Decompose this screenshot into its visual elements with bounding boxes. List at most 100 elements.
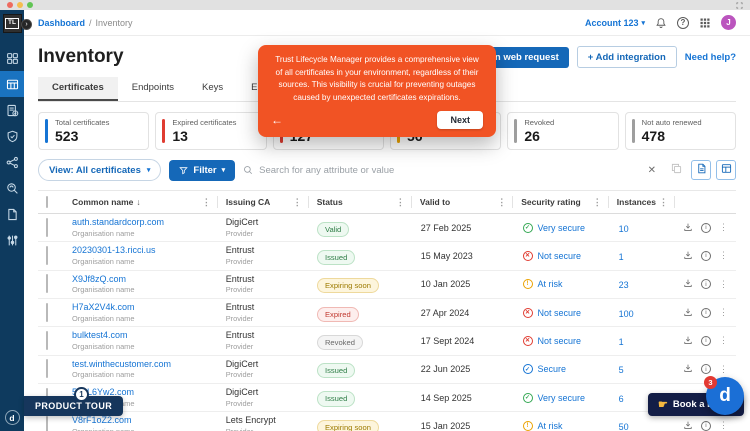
- kebab-icon[interactable]: ⋮: [658, 196, 668, 207]
- sidebar-item-documents[interactable]: [0, 201, 24, 227]
- instances-link[interactable]: 50: [618, 421, 629, 431]
- kebab-icon[interactable]: ⋮: [201, 196, 211, 207]
- row-checkbox[interactable]: [46, 217, 48, 237]
- row-checkbox[interactable]: [46, 245, 48, 265]
- instances-link[interactable]: 6: [618, 393, 624, 404]
- common-name-link[interactable]: 20230301-13.ricci.us: [72, 245, 156, 256]
- export-document-icon-button[interactable]: [691, 160, 711, 180]
- info-icon[interactable]: i: [701, 250, 711, 261]
- column-header-security-rating[interactable]: Security rating ⋮: [512, 196, 608, 208]
- kebab-icon[interactable]: ⋮: [395, 196, 405, 207]
- security-rating-link[interactable]: Very secure: [537, 222, 586, 233]
- common-name-link[interactable]: V8rF1oZ2.com: [72, 415, 132, 426]
- sidebar-item-certificates-report[interactable]: [0, 97, 24, 123]
- common-name-link[interactable]: bulktest4.com: [72, 330, 128, 341]
- apps-grid-icon[interactable]: [699, 17, 711, 29]
- common-name-link[interactable]: test.winthecustomer.com: [72, 358, 172, 369]
- row-checkbox[interactable]: [46, 359, 48, 379]
- back-arrow-icon[interactable]: ←: [271, 112, 283, 127]
- column-header-instances[interactable]: Instances ⋮: [607, 196, 674, 208]
- security-rating-link[interactable]: Not secure: [537, 335, 582, 346]
- instances-link[interactable]: 1: [618, 336, 624, 347]
- download-icon[interactable]: [683, 360, 693, 378]
- stat-card[interactable]: Not auto renewed 478: [624, 112, 736, 150]
- minimize-window-button[interactable]: [17, 2, 23, 8]
- sidebar-item-security[interactable]: [0, 123, 24, 149]
- sidebar-item-inventory[interactable]: [0, 71, 24, 97]
- need-help-link[interactable]: Need help?: [684, 51, 736, 63]
- kebab-icon[interactable]: ⋮: [497, 196, 507, 207]
- stat-card[interactable]: Expired certificates 13: [155, 112, 267, 150]
- security-rating-link[interactable]: Not secure: [537, 250, 582, 261]
- column-header-issuing-ca[interactable]: Issuing CA ⋮: [216, 196, 308, 208]
- kebab-icon[interactable]: ⋮: [592, 196, 602, 207]
- avatar[interactable]: J: [721, 15, 736, 30]
- copy-icon-button[interactable]: [666, 160, 686, 180]
- help-icon[interactable]: ?: [677, 16, 689, 29]
- close-icon[interactable]: ✕: [647, 164, 656, 176]
- row-checkbox[interactable]: [46, 302, 48, 322]
- select-all-checkbox[interactable]: [46, 196, 48, 208]
- breadcrumb-dashboard-link[interactable]: Dashboard: [38, 17, 86, 28]
- filter-button[interactable]: Filter ▾: [169, 159, 236, 181]
- row-checkbox[interactable]: [46, 274, 48, 294]
- tour-next-button[interactable]: Next: [437, 110, 483, 129]
- stat-card[interactable]: Revoked 26: [507, 112, 619, 150]
- kebab-icon[interactable]: ⋮: [292, 196, 302, 207]
- column-header-status[interactable]: Status ⋮: [307, 196, 411, 208]
- common-name-link[interactable]: H7aX2V4k.com: [72, 301, 135, 312]
- common-name-link[interactable]: X9Jf8zQ.com: [72, 273, 127, 284]
- row-checkbox[interactable]: [46, 330, 48, 350]
- close-window-button[interactable]: [7, 2, 13, 8]
- expand-icon[interactable]: [736, 2, 743, 9]
- instances-link[interactable]: 23: [618, 280, 629, 291]
- bell-icon[interactable]: [655, 17, 667, 29]
- view-select-button[interactable]: View: All certificates ▾: [38, 159, 162, 181]
- app-logo[interactable]: TL: [2, 14, 22, 33]
- row-checkbox[interactable]: [46, 415, 48, 431]
- account-dropdown[interactable]: Account 123 ▾: [585, 18, 645, 28]
- sidebar-item-connections[interactable]: [0, 149, 24, 175]
- zoom-window-button[interactable]: [27, 2, 33, 8]
- tab-keys[interactable]: Keys: [202, 82, 224, 93]
- common-name-link[interactable]: auth.standardcorp.com: [72, 217, 165, 227]
- instances-link[interactable]: 100: [618, 308, 634, 319]
- security-rating-link[interactable]: Very secure: [537, 392, 586, 403]
- info-icon[interactable]: i: [701, 307, 711, 318]
- download-icon[interactable]: [683, 275, 693, 293]
- download-icon[interactable]: [683, 417, 693, 431]
- download-icon[interactable]: [683, 247, 693, 265]
- info-icon[interactable]: i: [701, 420, 711, 431]
- sidebar-item-discovery[interactable]: [0, 175, 24, 201]
- download-icon[interactable]: [683, 219, 693, 237]
- security-rating-link[interactable]: At risk: [537, 279, 563, 290]
- table-view-icon-button[interactable]: [716, 160, 736, 180]
- info-icon[interactable]: i: [701, 222, 711, 233]
- search-input[interactable]: [259, 164, 638, 176]
- column-header-valid-to[interactable]: Valid to ⋮: [410, 196, 512, 208]
- download-icon[interactable]: [683, 304, 693, 322]
- kebab-icon[interactable]: ⋮: [719, 307, 728, 318]
- tab-endpoints[interactable]: Endpoints: [131, 82, 175, 93]
- tab-certificates[interactable]: Certificates: [38, 77, 118, 101]
- kebab-icon[interactable]: ⋮: [719, 250, 728, 261]
- kebab-icon[interactable]: ⋮: [719, 335, 728, 346]
- instances-link[interactable]: 10: [618, 223, 629, 234]
- instances-link[interactable]: 1: [618, 251, 624, 262]
- kebab-icon[interactable]: ⋮: [719, 278, 728, 289]
- kebab-icon[interactable]: ⋮: [719, 363, 728, 374]
- sidebar-item-settings[interactable]: [0, 227, 24, 253]
- instances-link[interactable]: 5: [618, 365, 624, 376]
- product-tour-badge[interactable]: PRODUCT TOUR: [24, 396, 124, 416]
- column-header-common-name[interactable]: Common name ↓ ⋮: [64, 196, 217, 208]
- kebab-icon[interactable]: ⋮: [719, 420, 728, 431]
- security-rating-link[interactable]: Not secure: [537, 307, 582, 318]
- kebab-icon[interactable]: ⋮: [719, 222, 728, 233]
- security-rating-link[interactable]: Secure: [537, 364, 567, 375]
- sidebar-expand-button[interactable]: ›: [21, 19, 32, 30]
- download-icon[interactable]: [683, 332, 693, 350]
- info-icon[interactable]: i: [701, 335, 711, 346]
- stat-card[interactable]: Total certificates 523: [38, 112, 150, 150]
- info-icon[interactable]: i: [701, 364, 711, 375]
- info-icon[interactable]: i: [701, 279, 711, 290]
